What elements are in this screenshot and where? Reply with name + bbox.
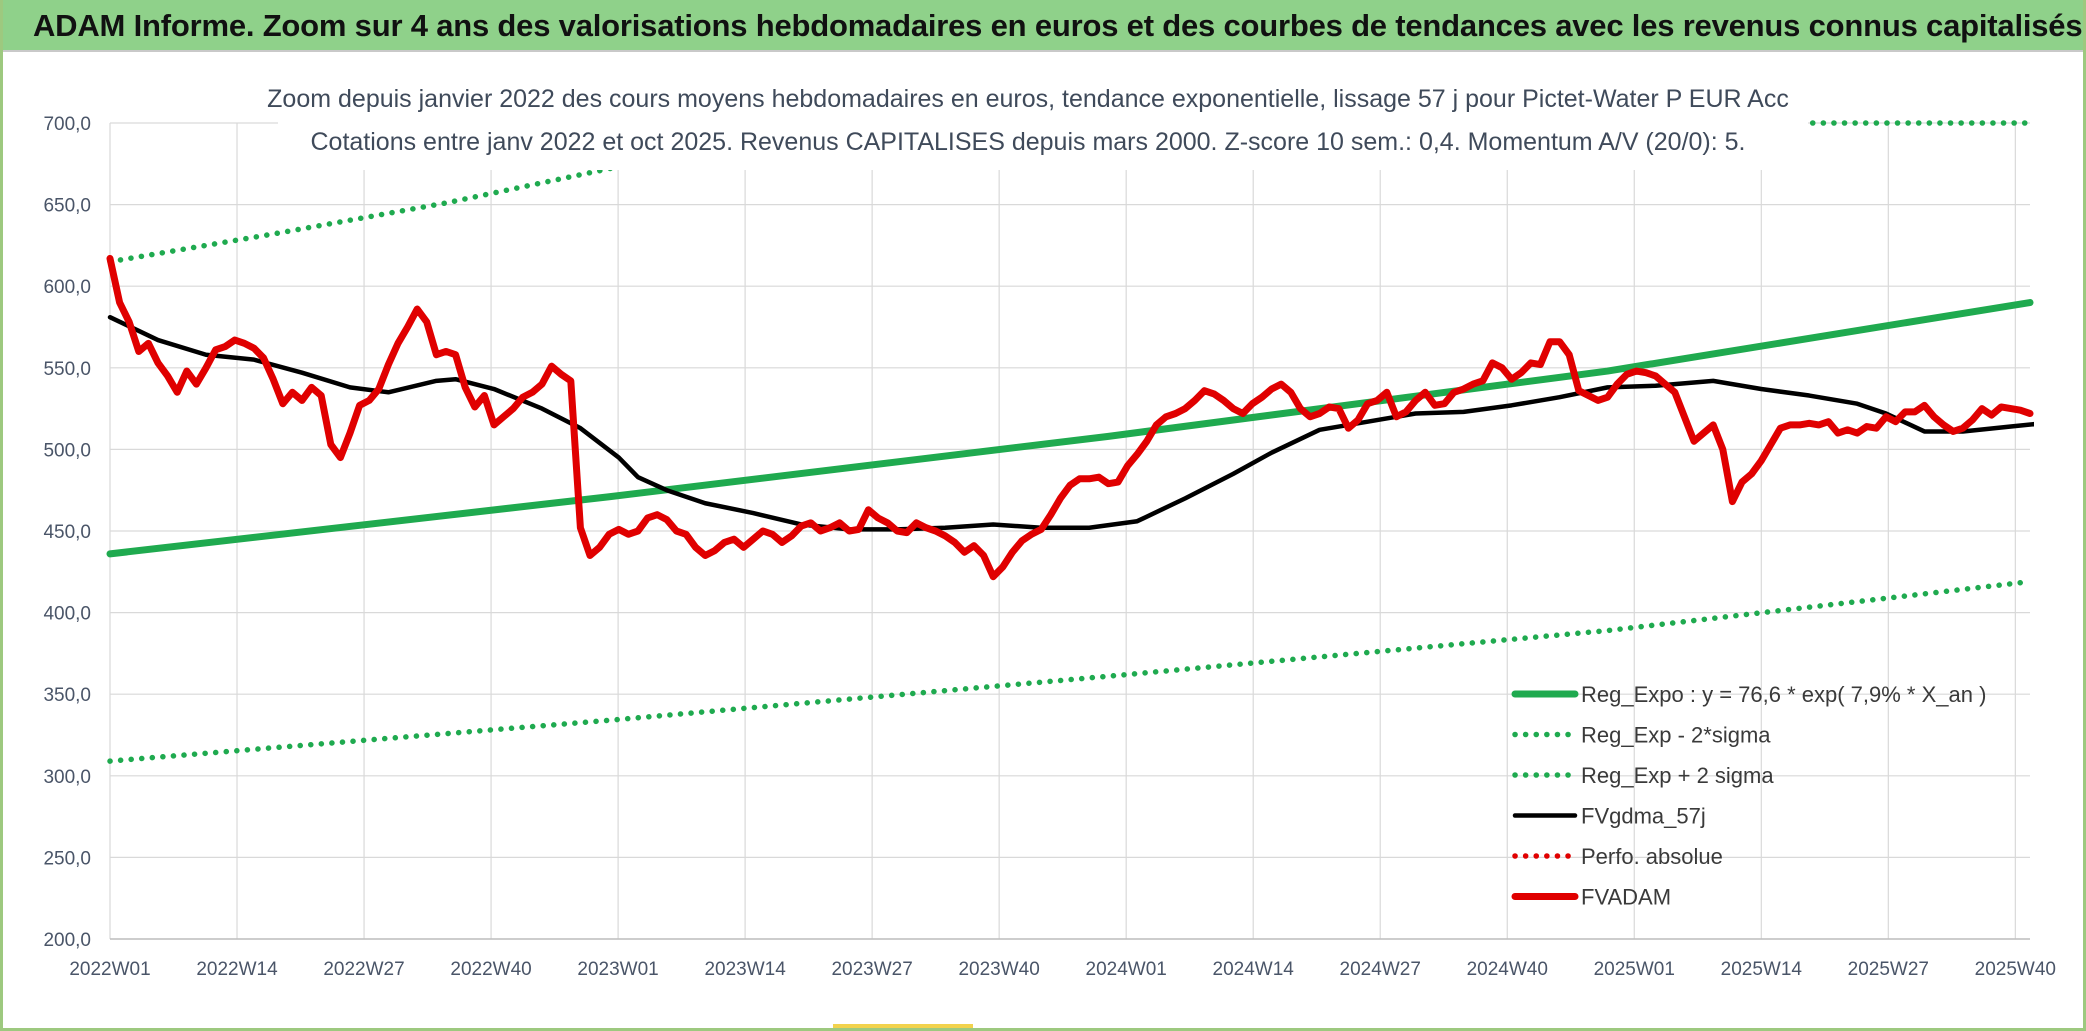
legend-entry: Reg_Expo : y = 76,6 * exp( 7,9% * X_an )	[1581, 682, 1986, 707]
bottom-accent	[833, 1024, 973, 1028]
legend: Reg_Expo : y = 76,6 * exp( 7,9% * X_an )…	[1511, 682, 1986, 910]
x-tick-label: 2025W27	[1848, 959, 1929, 980]
y-tick-label: 200,0	[43, 930, 91, 951]
chart-subtitle: Cotations entre janv 2022 et oct 2025. R…	[311, 128, 1746, 156]
y-tick-label: 400,0	[43, 604, 91, 625]
x-tick-label: 2022W14	[196, 959, 278, 980]
grid	[109, 122, 2030, 940]
y-tick-label: 350,0	[43, 685, 91, 706]
chart-title-block: Zoom depuis janvier 2022 des cours moyen…	[267, 80, 1808, 170]
series-line-fvadam	[106, 254, 2034, 581]
x-tick-label: 2024W27	[1340, 959, 1421, 980]
y-tick-label: 550,0	[43, 359, 91, 380]
x-tick-label: 2025W14	[1721, 959, 1803, 980]
y-tick-label: 500,0	[43, 440, 91, 461]
x-tick-label: 2022W01	[69, 959, 150, 980]
chart-title-background	[278, 80, 1808, 170]
y-tick-label: 700,0	[43, 114, 91, 135]
y-tick-label: 250,0	[43, 848, 91, 869]
x-tick-label: 2024W01	[1086, 959, 1167, 980]
y-tick-label: 600,0	[43, 277, 91, 298]
series-layer	[106, 120, 2034, 764]
header-bar: ADAM Informe. Zoom sur 4 ans des valoris…	[3, 0, 2083, 52]
x-tick-label: 2023W27	[831, 959, 912, 980]
x-tick-label: 2022W27	[323, 959, 404, 980]
y-tick-label: 450,0	[43, 522, 91, 543]
series-line-reg-exp-2-sigma	[107, 578, 2033, 764]
x-tick-label: 2024W40	[1467, 959, 1548, 980]
x-tick-label: 2023W14	[704, 959, 786, 980]
legend-entry: FVgdma_57j	[1581, 804, 1706, 829]
series-line-fvgdma-57j	[107, 314, 2034, 532]
chart-title: Zoom depuis janvier 2022 des cours moyen…	[267, 85, 1789, 113]
x-tick-label: 2025W01	[1594, 959, 1675, 980]
y-tick-label: 650,0	[43, 196, 91, 217]
legend-entry: Perfo. absolue	[1581, 844, 1723, 869]
x-tick-label: 2025W40	[1975, 959, 2056, 980]
series-line-reg-expo-y-76-6-exp-7-9-x-an	[106, 299, 2034, 558]
legend-entry: FVADAM	[1581, 885, 1671, 910]
x-tick-label: 2023W01	[577, 959, 658, 980]
legend-entry: Reg_Exp + 2 sigma	[1581, 763, 1774, 788]
y-tick-label: 300,0	[43, 767, 91, 788]
page-title: ADAM Informe. Zoom sur 4 ans des valoris…	[33, 8, 2083, 43]
legend-entry: Reg_Exp - 2*sigma	[1581, 723, 1771, 748]
axes: 700,0 650,0 600,0 550,0 500,0 450,0 400,0 350,0…	[43, 114, 2056, 980]
x-tick-label: 2022W40	[450, 959, 531, 980]
line-chart: Zoom depuis janvier 2022 des cours moyen…	[43, 80, 2056, 980]
x-tick-label: 2024W14	[1213, 959, 1295, 980]
x-tick-label: 2023W40	[958, 959, 1039, 980]
